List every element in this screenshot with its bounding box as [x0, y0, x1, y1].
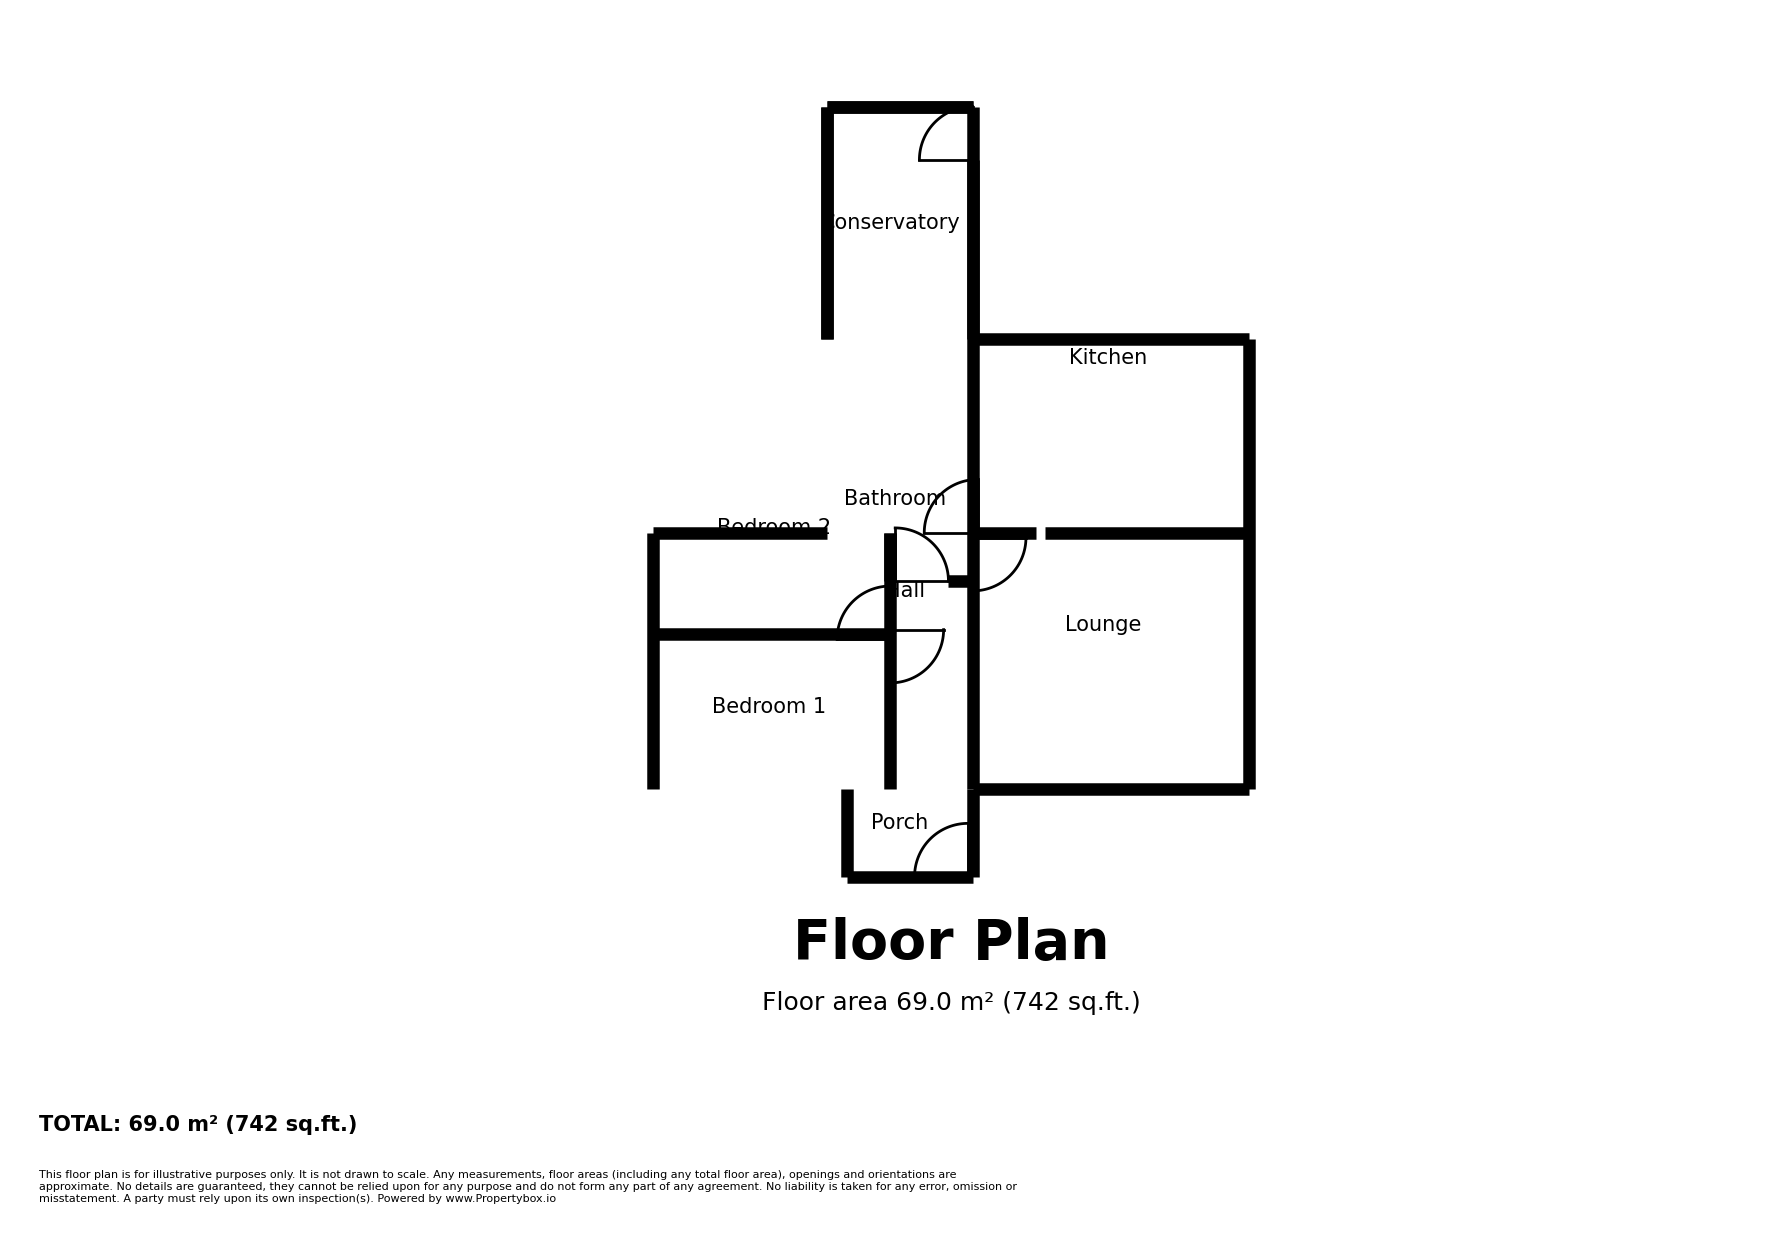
- Text: This floor plan is for illustrative purposes only. It is not drawn to scale. Any: This floor plan is for illustrative purp…: [39, 1171, 1017, 1203]
- Text: Floor area 69.0 m² (742 sq.ft.): Floor area 69.0 m² (742 sq.ft.): [762, 990, 1141, 1015]
- Text: Bedroom 2: Bedroom 2: [717, 518, 831, 538]
- Text: Bathroom: Bathroom: [845, 489, 946, 509]
- Text: Bedroom 1: Bedroom 1: [712, 698, 827, 717]
- Text: Lounge: Lounge: [1066, 615, 1142, 634]
- Text: Conservatory: Conservatory: [820, 213, 960, 233]
- Text: Floor Plan: Floor Plan: [793, 917, 1109, 971]
- Text: Porch: Porch: [871, 813, 928, 834]
- Text: Hall: Hall: [886, 581, 924, 601]
- Text: TOTAL: 69.0 m² (742 sq.ft.): TOTAL: 69.0 m² (742 sq.ft.): [39, 1115, 358, 1135]
- Text: Kitchen: Kitchen: [1070, 348, 1148, 368]
